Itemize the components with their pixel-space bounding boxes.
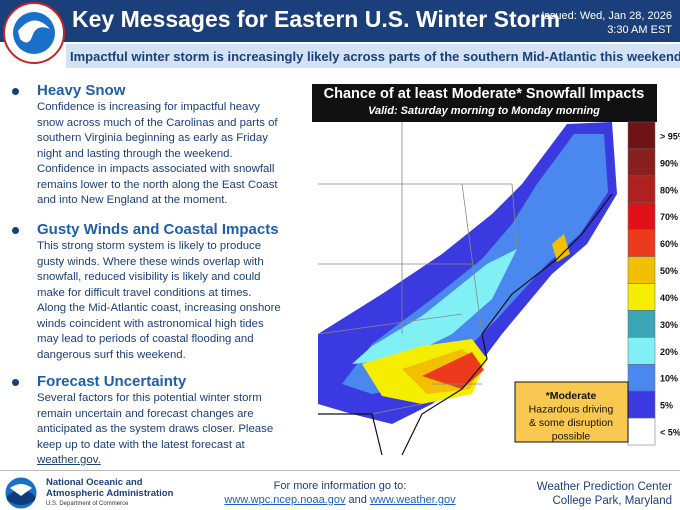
legend-swatch [627, 256, 656, 284]
map [317, 122, 628, 456]
legend-label: < 5% [660, 428, 680, 438]
message-line: Several factors for this potential winte… [37, 392, 262, 404]
message-line: snowfall, reduced visibility is likely a… [37, 271, 261, 283]
note-line: Hazardous driving [529, 404, 614, 416]
office-line: Weather Prediction Center [536, 481, 672, 493]
note: *Moderate Hazardous driving& some disrupt… [529, 390, 614, 443]
message-line: winds coincident with astronomical high … [37, 317, 264, 330]
legend-swatch [627, 202, 656, 230]
subtitle-band [66, 44, 680, 68]
link[interactable]: www.wpc.ncep.noaa.gov [224, 494, 346, 506]
message-line: southern Virginia beginning as early as … [37, 132, 268, 144]
bullet [12, 227, 19, 234]
message-line: dangerous surf this weekend. [37, 348, 186, 361]
issued-date: Issued: Wed, Jan 28, 2026 [541, 10, 672, 22]
legend-label: 10% [660, 374, 678, 384]
message-line: gusty winds. Where these winds overlap w… [37, 255, 264, 268]
message-line: and into New England at the moment. [37, 194, 228, 206]
message-line: remains lower to the north along the Eas… [37, 178, 278, 191]
office: Weather Prediction Center College Park, M… [537, 480, 672, 508]
note-box [514, 381, 629, 443]
message-line: snow across much of the Carolinas and pa… [37, 116, 278, 129]
nws-logo [3, 2, 65, 64]
message-line: Confidence is increasing for impactful h… [37, 101, 260, 113]
message-line: remain uncertain and forecast changes ar… [37, 407, 254, 420]
legend-label: > 95% [660, 131, 680, 141]
message-line: weather.gov. [37, 454, 101, 466]
legend-label: 90% [660, 158, 678, 168]
office-line: College Park, Maryland [552, 495, 672, 507]
message-heading: Gusty Winds and Coastal Impacts [37, 221, 279, 238]
agency: National Oceanic and Atmospheric Administ… [46, 477, 173, 510]
message-line: anticipated as the system draws closer. … [37, 423, 274, 435]
message-line: Confidence in impacts associated with sn… [37, 163, 275, 175]
legend-swatch [627, 148, 656, 177]
legend-label: 20% [660, 347, 678, 357]
message-line: may lead to periods of coastal flooding … [37, 333, 254, 345]
legend-swatch [627, 229, 656, 257]
legend-label: 30% [660, 320, 678, 330]
legend-swatch [627, 417, 656, 446]
department: U.S. Department of Commerce [46, 501, 129, 507]
legend-swatch [627, 390, 656, 419]
message-line: This strong storm system is likely to pr… [37, 240, 262, 252]
message-line: make for difficult travel conditions at … [37, 286, 252, 299]
legend-label: 80% [660, 185, 678, 195]
footer-rule [0, 470, 680, 471]
bullet [12, 379, 19, 386]
note-line: & some disruption [529, 417, 613, 429]
legend-label: 5% [660, 401, 673, 411]
map-title: Chance of at least Moderate* Snowfall Im… [324, 86, 645, 102]
header-band [0, 0, 680, 42]
legend-swatch [627, 121, 656, 150]
map-panel: Chance of at least Moderate* Snowfall Im… [312, 84, 680, 456]
agency-line: Atmospheric Administration [46, 488, 174, 499]
agency-line: National Oceanic and [46, 477, 143, 488]
legend-label: 40% [660, 293, 678, 303]
legend-swatch [627, 337, 656, 365]
map-title-box [312, 84, 657, 122]
legend-swatch [627, 283, 656, 311]
link[interactable]: www.weather.gov [369, 494, 456, 506]
legend: > 95% 90% 80% 70% 60% 50% 40% 30% 20% 10% 5% < 5% [627, 121, 680, 446]
noaa-logo [4, 476, 38, 510]
note-line: *Moderate [546, 390, 597, 402]
legend-label: 60% [660, 239, 678, 249]
legend-label: 50% [660, 266, 678, 276]
message-line: keep up to date with the latest forecast… [37, 438, 245, 451]
message-line: Along the Mid-Atlantic coast, increasing… [37, 302, 281, 314]
issued: Issued: Wed, Jan 28, 2026 3:30 AM EST [541, 9, 672, 37]
issued-time: 3:30 AM EST [607, 24, 672, 36]
legend-swatch [627, 310, 656, 338]
title: Key Messages for Eastern U.S. Winter Sto… [72, 6, 561, 32]
message-line: night and lasting through the weekend. [37, 147, 233, 160]
bullet [12, 88, 19, 95]
message-heading: Forecast Uncertainty [37, 373, 187, 390]
legend-swatch [627, 364, 656, 392]
links: www.wpc.ncep.noaa.gov and www.weather.go… [0, 494, 680, 506]
info: For more information go to: [273, 480, 407, 492]
legend-label: 70% [660, 212, 678, 222]
subtitle: Impactful winter storm is increasingly l… [70, 49, 680, 64]
legend-swatch [627, 175, 656, 204]
message-heading: Heavy Snow [37, 82, 126, 99]
map-valid: Valid: Saturday morning to Monday mornin… [368, 105, 600, 117]
note-line: possible [552, 431, 591, 443]
link-and: and [348, 494, 367, 506]
